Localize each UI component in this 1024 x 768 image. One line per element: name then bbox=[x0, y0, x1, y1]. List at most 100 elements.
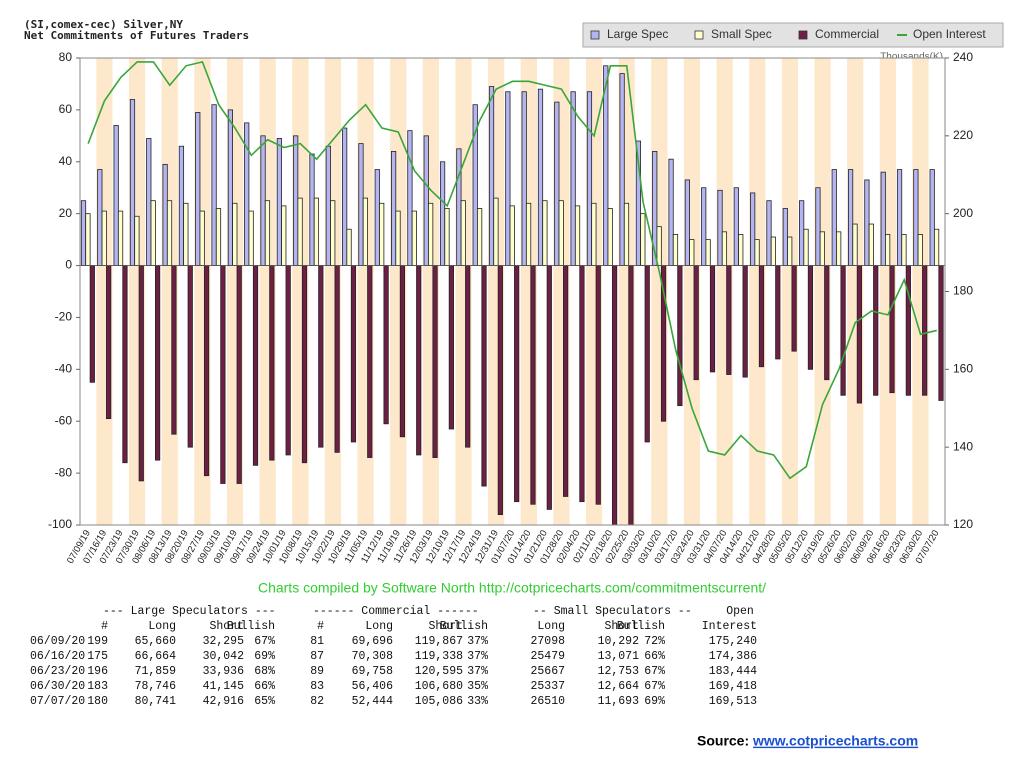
background-stripe bbox=[765, 58, 782, 525]
legend-marker bbox=[590, 30, 600, 40]
table-cell: 169,418 bbox=[709, 680, 757, 693]
bar bbox=[330, 200, 336, 266]
table-column-header: # bbox=[317, 620, 324, 633]
table-cell: 25667 bbox=[530, 665, 565, 678]
table-cell: 89 bbox=[310, 665, 324, 678]
legend-box bbox=[582, 22, 1004, 48]
bar bbox=[89, 265, 95, 383]
bar bbox=[138, 265, 144, 482]
table-cell: 119,867 bbox=[415, 635, 463, 648]
table-cell: 69,696 bbox=[352, 635, 394, 648]
bar bbox=[281, 205, 287, 266]
table-cell: 87 bbox=[310, 650, 324, 663]
bar bbox=[668, 158, 674, 266]
table-cell: 41,145 bbox=[203, 680, 245, 693]
bar bbox=[97, 169, 103, 266]
table-cell: 67% bbox=[644, 665, 665, 678]
bar bbox=[195, 112, 201, 266]
bar bbox=[525, 202, 532, 266]
bar bbox=[465, 265, 471, 448]
bar bbox=[840, 265, 846, 396]
table-date: 07/07/20 bbox=[30, 695, 85, 708]
table-cell: 67% bbox=[254, 635, 275, 648]
table-cell: 37% bbox=[467, 635, 488, 648]
y-tick-label: -40 bbox=[55, 362, 73, 376]
bar bbox=[481, 265, 487, 487]
bar bbox=[677, 265, 683, 407]
bar bbox=[933, 228, 940, 266]
table-column-header: Short bbox=[604, 620, 639, 633]
table-group-header: --- Large Speculators --- bbox=[103, 605, 276, 618]
table-cell: 196 bbox=[87, 665, 108, 678]
bar bbox=[611, 265, 618, 525]
bar bbox=[922, 265, 928, 396]
table-column-header: Bullish bbox=[440, 620, 488, 633]
bar bbox=[591, 202, 597, 266]
table-cell: 183 bbox=[87, 680, 108, 693]
bar bbox=[868, 223, 874, 266]
bar bbox=[383, 265, 389, 425]
table-date: 06/09/20 bbox=[30, 635, 85, 648]
table-cell: 183,444 bbox=[709, 665, 757, 678]
bar bbox=[80, 200, 87, 266]
table-column-header: Short bbox=[209, 620, 244, 633]
bar bbox=[775, 265, 781, 360]
bar bbox=[497, 265, 503, 516]
bar bbox=[836, 231, 842, 266]
bar bbox=[938, 265, 944, 401]
bar bbox=[852, 223, 858, 266]
bar bbox=[199, 210, 205, 266]
bar bbox=[742, 265, 748, 378]
bar bbox=[358, 143, 364, 266]
y-tick-label: 0 bbox=[65, 258, 72, 272]
y-tick-label: -20 bbox=[55, 310, 73, 324]
background-stripe bbox=[683, 58, 701, 525]
bar bbox=[171, 265, 177, 435]
legend-label: Open Interest bbox=[913, 27, 986, 41]
bar bbox=[367, 265, 373, 458]
bar bbox=[236, 265, 242, 484]
bar bbox=[399, 265, 406, 438]
table-cell: 175,240 bbox=[709, 635, 757, 648]
y2-tick-label: 240 bbox=[953, 50, 973, 64]
y-tick-label: 60 bbox=[59, 102, 73, 116]
table-cell: 81 bbox=[310, 635, 324, 648]
background-stripe bbox=[732, 58, 750, 525]
table-column-header: Long bbox=[537, 620, 565, 633]
bar bbox=[390, 150, 397, 266]
table-cell: 30,042 bbox=[203, 650, 245, 663]
bar bbox=[264, 200, 271, 266]
bar bbox=[146, 138, 152, 266]
bar bbox=[672, 234, 679, 266]
bar bbox=[873, 265, 879, 396]
table-cell: 175 bbox=[87, 650, 108, 663]
y-tick-label: -80 bbox=[55, 465, 73, 479]
y2-axis-label: Thousands(K) bbox=[880, 52, 943, 63]
bar bbox=[709, 265, 716, 373]
bar bbox=[129, 99, 136, 266]
background-stripe bbox=[863, 58, 880, 525]
bar bbox=[276, 138, 282, 266]
bar bbox=[856, 265, 863, 404]
table-column-header: Bullish bbox=[227, 620, 275, 633]
legend-label: Large Spec bbox=[607, 27, 668, 41]
bar bbox=[248, 210, 254, 266]
table-cell: 12,753 bbox=[598, 665, 640, 678]
bar bbox=[586, 91, 593, 266]
source-link[interactable]: www.cotpricecharts.com bbox=[752, 733, 918, 749]
bar bbox=[824, 265, 830, 381]
bar bbox=[885, 234, 891, 266]
bar bbox=[178, 145, 185, 266]
y-tick-label: 80 bbox=[59, 50, 73, 64]
bar bbox=[444, 208, 450, 266]
table-column-header: # bbox=[101, 620, 108, 633]
bar bbox=[318, 265, 324, 448]
line bbox=[87, 60, 938, 480]
bar bbox=[644, 265, 650, 443]
bar bbox=[301, 265, 308, 464]
bar bbox=[203, 265, 210, 477]
table-cell: 67% bbox=[644, 680, 665, 693]
bar bbox=[439, 161, 446, 266]
bar bbox=[807, 265, 814, 370]
